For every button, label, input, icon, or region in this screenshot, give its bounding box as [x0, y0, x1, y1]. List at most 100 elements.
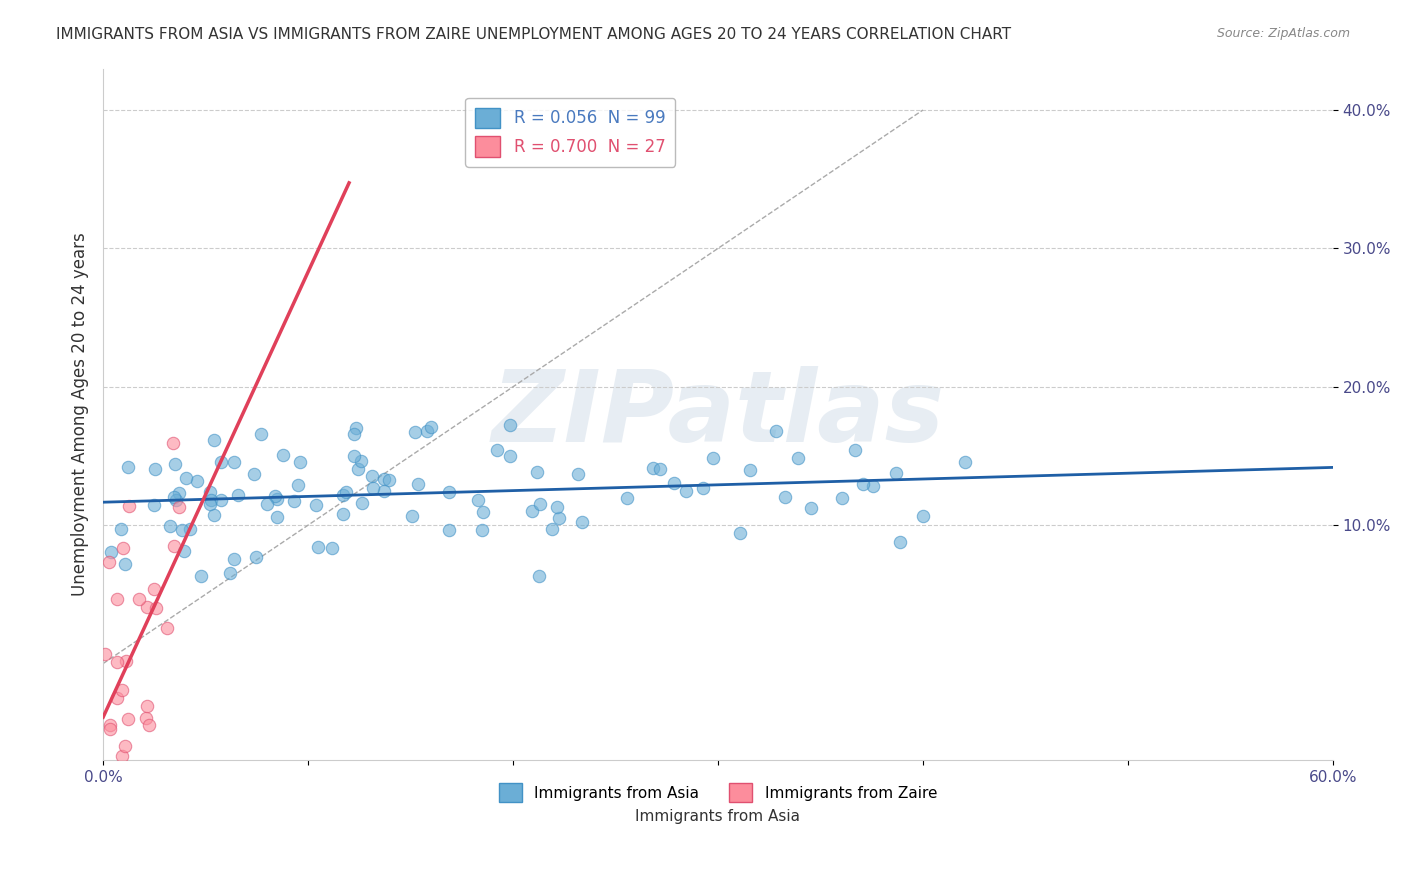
- Immigrants from Zaire: [128, 592, 150, 607]
- Immigrants from Asia: [373, 483, 395, 498]
- Immigrants from Asia: [406, 476, 429, 491]
- Immigrants from Asia: [953, 455, 976, 469]
- Immigrants from Asia: [616, 491, 638, 505]
- Immigrants from Asia: [571, 515, 593, 529]
- Immigrants from Asia: [800, 501, 823, 516]
- Immigrants from Asia: [404, 425, 426, 439]
- Immigrants from Zaire: [135, 599, 157, 614]
- Immigrants from Asia: [344, 421, 367, 435]
- Immigrants from Asia: [401, 508, 423, 523]
- Text: Immigrants from Asia: Immigrants from Asia: [636, 809, 800, 824]
- Immigrants from Asia: [256, 497, 278, 511]
- Immigrants from Zaire: [98, 722, 121, 736]
- Immigrants from Asia: [787, 450, 810, 465]
- Immigrants from Asia: [222, 455, 245, 469]
- Immigrants from Asia: [165, 492, 187, 507]
- Immigrants from Asia: [350, 454, 373, 468]
- Immigrants from Asia: [332, 488, 354, 502]
- Y-axis label: Unemployment Among Ages 20 to 24 years: Unemployment Among Ages 20 to 24 years: [72, 233, 89, 597]
- Immigrants from Asia: [541, 522, 564, 536]
- Immigrants from Asia: [173, 543, 195, 558]
- Immigrants from Zaire: [138, 718, 160, 732]
- Immigrants from Zaire: [111, 541, 134, 555]
- Immigrants from Asia: [264, 490, 287, 504]
- Immigrants from Asia: [884, 467, 907, 481]
- Immigrants from Asia: [415, 425, 437, 439]
- Immigrants from Asia: [844, 442, 866, 457]
- Immigrants from Asia: [485, 442, 508, 457]
- Immigrants from Zaire: [135, 698, 157, 713]
- Immigrants from Zaire: [142, 582, 165, 596]
- Immigrants from Asia: [471, 524, 494, 538]
- Immigrants from Asia: [350, 496, 373, 510]
- Immigrants from Asia: [546, 500, 568, 515]
- Immigrants from Asia: [287, 478, 309, 492]
- Immigrants from Asia: [852, 476, 875, 491]
- Immigrants from Zaire: [115, 655, 138, 669]
- Immigrants from Zaire: [111, 749, 134, 764]
- Immigrants from Zaire: [105, 690, 128, 705]
- Immigrants from Asia: [831, 491, 853, 505]
- Immigrants from Asia: [499, 417, 522, 432]
- Immigrants from Asia: [211, 455, 233, 469]
- Immigrants from Asia: [419, 419, 441, 434]
- Immigrants from Asia: [692, 481, 714, 495]
- Immigrants from Asia: [675, 484, 697, 499]
- Immigrants from Asia: [143, 498, 166, 512]
- Immigrants from Asia: [163, 490, 186, 504]
- Immigrants from Asia: [250, 426, 273, 441]
- Immigrants from Asia: [305, 498, 328, 512]
- Immigrants from Asia: [662, 475, 685, 490]
- Immigrants from Asia: [202, 508, 225, 522]
- Immigrants from Asia: [159, 518, 181, 533]
- Immigrants from Asia: [702, 451, 724, 466]
- Immigrants from Asia: [373, 473, 395, 487]
- Immigrants from Asia: [437, 524, 460, 538]
- Immigrants from Asia: [288, 455, 311, 469]
- Immigrants from Asia: [775, 490, 797, 504]
- Immigrants from Asia: [889, 534, 911, 549]
- Immigrants from Asia: [145, 462, 167, 476]
- Immigrants from Asia: [641, 461, 664, 475]
- Immigrants from Zaire: [145, 601, 167, 615]
- Text: Source: ZipAtlas.com: Source: ZipAtlas.com: [1216, 27, 1350, 40]
- Immigrants from Asia: [547, 510, 569, 524]
- Immigrants from Asia: [862, 479, 884, 493]
- Immigrants from Asia: [222, 552, 245, 566]
- Immigrants from Zaire: [118, 499, 141, 513]
- Immigrants from Zaire: [94, 648, 117, 662]
- Immigrants from Zaire: [105, 655, 128, 669]
- Immigrants from Asia: [765, 424, 787, 438]
- Immigrants from Zaire: [100, 761, 122, 775]
- Immigrants from Asia: [347, 461, 370, 475]
- Immigrants from Zaire: [111, 830, 134, 844]
- Immigrants from Asia: [471, 505, 494, 519]
- Text: IMMIGRANTS FROM ASIA VS IMMIGRANTS FROM ZAIRE UNEMPLOYMENT AMONG AGES 20 TO 24 Y: IMMIGRANTS FROM ASIA VS IMMIGRANTS FROM …: [56, 27, 1011, 42]
- Immigrants from Zaire: [111, 683, 134, 698]
- Immigrants from Asia: [527, 569, 550, 583]
- Immigrants from Asia: [283, 493, 305, 508]
- Immigrants from Asia: [228, 488, 250, 502]
- Immigrants from Asia: [243, 467, 266, 482]
- Text: ZIPatlas: ZIPatlas: [491, 366, 945, 463]
- Immigrants from Asia: [648, 461, 671, 475]
- Immigrants from Asia: [335, 485, 357, 500]
- Immigrants from Asia: [332, 507, 354, 521]
- Immigrants from Asia: [179, 522, 201, 536]
- Immigrants from Asia: [343, 426, 366, 441]
- Immigrants from Zaire: [98, 717, 121, 731]
- Immigrants from Zaire: [163, 539, 186, 553]
- Immigrants from Asia: [100, 545, 122, 559]
- Immigrants from Asia: [271, 448, 294, 462]
- Immigrants from Asia: [360, 468, 382, 483]
- Immigrants from Asia: [110, 522, 132, 536]
- Immigrants from Asia: [202, 434, 225, 448]
- Immigrants from Asia: [567, 467, 589, 481]
- Immigrants from Asia: [190, 569, 212, 583]
- Immigrants from Asia: [186, 475, 208, 489]
- Immigrants from Asia: [174, 471, 197, 485]
- Immigrants from Asia: [219, 566, 242, 580]
- Immigrants from Asia: [912, 509, 935, 524]
- Immigrants from Asia: [361, 481, 384, 495]
- Immigrants from Asia: [167, 485, 190, 500]
